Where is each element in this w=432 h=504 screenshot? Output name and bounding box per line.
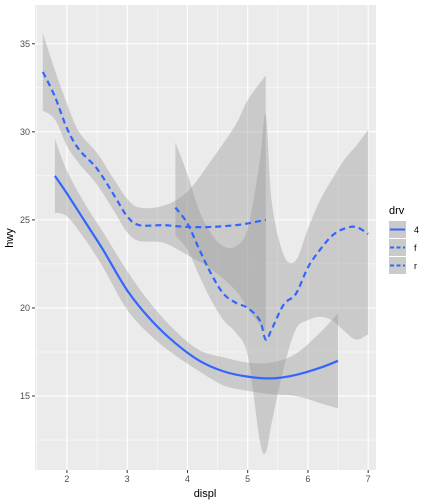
confidence-ribbons bbox=[42, 33, 369, 455]
legend-title: drv bbox=[389, 205, 405, 217]
legend-keys: 4 fr bbox=[389, 221, 419, 274]
legend-label-r: r bbox=[414, 261, 417, 271]
x-axis: 2 3 4 5 6 7 bbox=[64, 470, 371, 484]
grid-major bbox=[35, 5, 376, 470]
y-tick-label: 15 bbox=[20, 391, 30, 401]
line-4 bbox=[53, 175, 339, 380]
x-tick-label: 2 bbox=[64, 474, 69, 484]
grid-minor bbox=[35, 5, 376, 470]
x-tick-label: 5 bbox=[245, 474, 250, 484]
x-tick-label: 3 bbox=[125, 474, 130, 484]
x-tick-label: 6 bbox=[305, 474, 310, 484]
x-axis-title: displ bbox=[194, 488, 217, 500]
legend-label-f: f bbox=[414, 243, 417, 253]
smooth-lines bbox=[41, 71, 369, 380]
y-tick-label: 30 bbox=[20, 127, 30, 137]
y-tick-label: 20 bbox=[20, 303, 30, 313]
x-tick-label: 4 bbox=[185, 474, 190, 484]
y-tick-label: 35 bbox=[20, 39, 30, 49]
ribbon-r bbox=[175, 113, 369, 455]
plot-panel bbox=[35, 5, 376, 470]
line-r bbox=[174, 206, 369, 341]
ribbon-4 bbox=[54, 138, 339, 409]
y-tick-label: 25 bbox=[20, 215, 30, 225]
y-axis-title: hwy bbox=[4, 228, 16, 248]
y-axis: 15 20 25 30 35 bbox=[20, 39, 35, 401]
ribbon-f bbox=[42, 33, 266, 333]
x-tick-label: 7 bbox=[366, 474, 371, 484]
legend-label-4: 4 bbox=[414, 225, 419, 235]
legend: drv 4 fr bbox=[389, 205, 419, 274]
line-f bbox=[41, 71, 266, 229]
